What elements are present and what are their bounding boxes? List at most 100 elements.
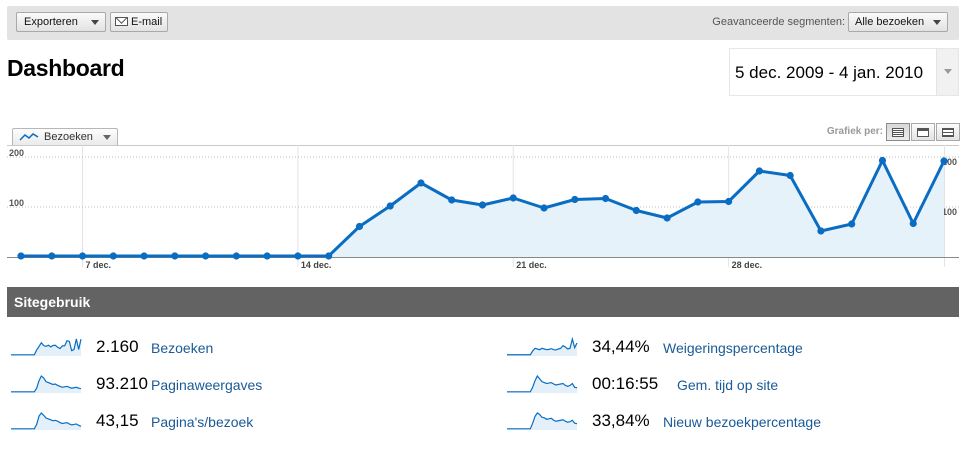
chevron-down-icon (944, 69, 952, 74)
x-tick-label: 14 dec. (301, 260, 332, 270)
segments-label: Geavanceerde segmenten: (712, 16, 845, 28)
sparkline-line (11, 412, 82, 430)
data-point (694, 198, 702, 206)
visits-chart-svg: 100 100 200 200 7 dec. 14 dec. 21 dec. 28 dec. (7, 145, 959, 270)
data-point (78, 252, 87, 260)
stat-label-link[interactable]: Nieuw bezoekpercentage (663, 414, 821, 430)
data-point (386, 202, 394, 210)
export-button[interactable]: Exporteren (16, 12, 106, 32)
chevron-down-icon (91, 20, 99, 25)
sparkline-line (507, 374, 578, 393)
sparkline (507, 337, 578, 356)
stat-label-link[interactable]: Weigeringspercentage (663, 340, 803, 356)
data-point (663, 214, 671, 222)
sparkline-line (11, 375, 82, 393)
date-range-picker[interactable]: 5 dec. 2009 - 4 jan. 2010 (729, 48, 959, 96)
month-view-icon (942, 128, 954, 137)
sparkline-area (11, 376, 81, 393)
sparkline-area (507, 339, 577, 356)
segments-select[interactable]: Alle bezoeken (848, 12, 948, 32)
stat-label-link[interactable]: Pagina's/bezoek (151, 414, 254, 430)
stat-value: 93.210 (96, 374, 148, 393)
stat-value: 00:16:55 (592, 374, 659, 393)
data-point (355, 222, 364, 231)
sparkline (11, 412, 82, 430)
x-tick-label: 28 dec. (732, 260, 763, 270)
data-point (755, 167, 764, 175)
data-point (171, 252, 179, 260)
metric-selector[interactable]: Bezoeken (12, 128, 118, 146)
data-point (632, 206, 640, 215)
data-point (263, 252, 271, 260)
metric-selector-label: Bezoeken (44, 131, 93, 143)
data-point (571, 195, 579, 204)
site-usage-stat: 33,84% Nieuw bezoekpercentage (506, 407, 946, 431)
week-view-icon (917, 128, 929, 137)
envelope-icon (115, 17, 128, 26)
data-point (478, 201, 487, 209)
graph-by-month-button[interactable] (936, 123, 960, 141)
data-point (878, 156, 887, 165)
y-tick-label-right: 200 (942, 157, 957, 167)
sparkline-area (507, 376, 577, 393)
stat-label-link[interactable]: Bezoeken (151, 340, 214, 356)
data-point (417, 179, 425, 187)
segments-select-value: Alle bezoeken (855, 16, 925, 28)
graph-by-day-button[interactable] (886, 123, 910, 141)
site-usage-header: Sitegebruik (7, 287, 959, 317)
site-usage-stat: 43,15 Pagina's/bezoek (10, 407, 450, 431)
x-tick-label: 21 dec. (516, 260, 547, 270)
data-point (202, 252, 210, 260)
day-view-icon (892, 128, 904, 137)
site-usage-stat: 34,44% Weigeringspercentage (506, 333, 946, 357)
stat-label-link[interactable]: Paginaweergaves (151, 377, 263, 393)
stat-label-link[interactable]: Gem. tijd op site (677, 377, 779, 393)
top-toolbar: Exporteren E-mail Geavanceerde segmenten… (7, 6, 959, 40)
site-usage-stat: 2.160 Bezoeken (10, 333, 450, 357)
y-tick-label-right: 100 (942, 207, 957, 217)
data-point (725, 197, 733, 206)
line-chart-icon (19, 133, 39, 141)
data-point (509, 194, 517, 202)
site-usage-stat: 93.210 Paginaweergaves (10, 370, 450, 394)
sparkline (11, 338, 82, 356)
data-point (817, 227, 825, 235)
page-title: Dashboard (7, 55, 125, 81)
sparkline-area (11, 339, 81, 356)
sparkline-line (11, 338, 82, 356)
stat-value: 43,15 (96, 411, 139, 430)
chevron-down-icon (933, 20, 941, 25)
visits-chart: 100 100 200 200 7 dec. 14 dec. 21 dec. 28 dec. (7, 145, 959, 275)
data-point (294, 252, 302, 260)
date-range-toggle[interactable] (936, 49, 958, 95)
sparkline-line (507, 337, 578, 356)
email-button-label: E-mail (131, 16, 163, 28)
data-point (786, 171, 794, 180)
data-point (848, 220, 856, 228)
data-point (48, 252, 56, 260)
data-point (109, 252, 117, 260)
sparkline (507, 412, 578, 430)
data-point (325, 252, 333, 260)
sparkline-area (507, 413, 577, 430)
data-point (17, 252, 25, 260)
data-point (540, 204, 548, 212)
sparkline-area (11, 413, 81, 430)
data-point (232, 252, 240, 260)
x-tick-label: 7 dec. (86, 260, 112, 270)
data-point (140, 252, 148, 260)
series-area (21, 160, 944, 257)
export-button-label: Exporteren (24, 16, 78, 28)
stat-value: 34,44% (592, 337, 650, 356)
email-button[interactable]: E-mail (110, 12, 168, 32)
stat-value: 33,84% (592, 411, 650, 430)
y-tick-label-left: 200 (9, 148, 24, 158)
graph-by-label: Grafiek per: (826, 126, 883, 137)
y-tick-label-left: 100 (9, 198, 24, 208)
data-point (940, 157, 948, 165)
data-point (448, 196, 456, 204)
graph-by-week-button[interactable] (911, 123, 935, 141)
stat-value: 2.160 (96, 337, 139, 356)
date-range-text: 5 dec. 2009 - 4 jan. 2010 (735, 63, 924, 82)
sparkline (11, 375, 82, 393)
